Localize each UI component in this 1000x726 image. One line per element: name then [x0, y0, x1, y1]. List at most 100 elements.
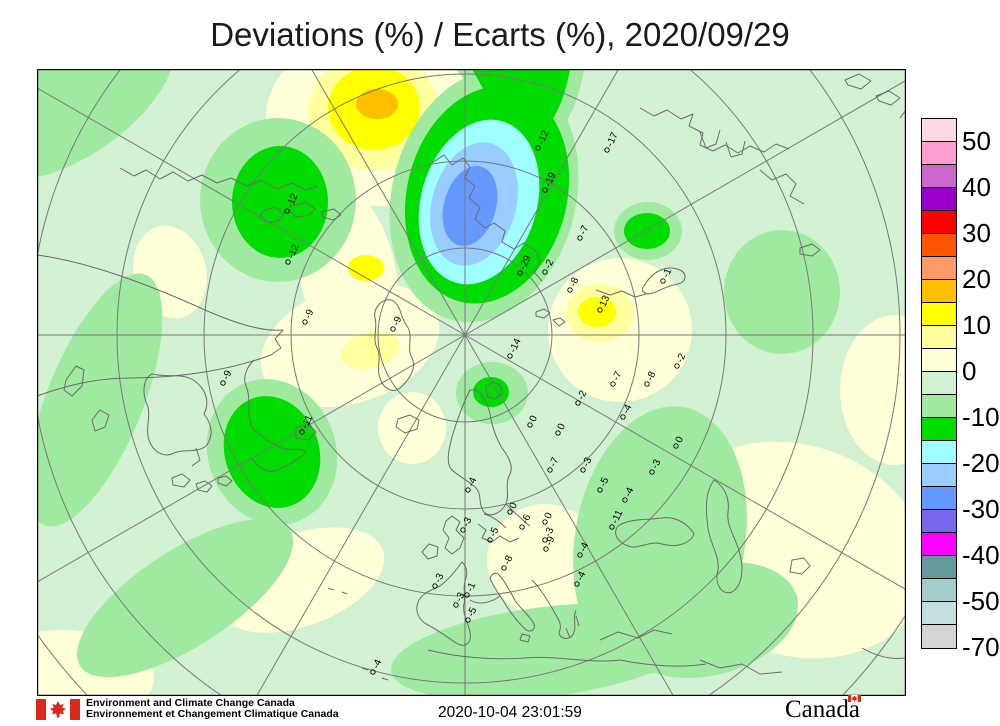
station-value: 13 [597, 293, 613, 313]
coastline [519, 633, 531, 643]
colorbar-cell [922, 303, 956, 326]
colorbar-tick-label: 30 [962, 218, 991, 248]
colorbar-cell [922, 602, 956, 625]
colorbar-cell [922, 234, 956, 257]
colorbar-tick-label: 10 [962, 310, 991, 340]
colorbar-tick-label: 40 [962, 172, 991, 202]
coastline [416, 561, 471, 646]
colorbar-cell [922, 188, 956, 211]
svg-text:0: 0 [543, 511, 555, 521]
coastline [244, 359, 255, 429]
coastline [259, 206, 285, 224]
coastline [295, 423, 317, 441]
coastline [844, 73, 872, 90]
coastline [699, 129, 721, 149]
coastline [699, 659, 783, 675]
coastline [641, 267, 686, 295]
coastline [447, 389, 512, 516]
coastline [639, 107, 790, 154]
coastline [477, 523, 520, 543]
coastline [615, 517, 695, 548]
colorbar-cell [922, 441, 956, 464]
map-canvas: -12-12-9-9-9-11-14-19-12 -17-29-7-2-813-1… [37, 69, 906, 696]
generation-timestamp: 2020-10-04 23:01:59 [438, 704, 582, 721]
coastline [789, 557, 811, 575]
contour-fill-region [37, 69, 175, 180]
svg-text:0: 0 [674, 435, 686, 445]
wordmark-flag-icon [848, 695, 861, 702]
coastline [483, 503, 531, 529]
coastline [552, 317, 566, 327]
svg-text:13: 13 [598, 293, 613, 308]
colorbar-cell [922, 349, 956, 372]
coastline [289, 201, 316, 218]
coastline [595, 289, 647, 298]
colorbar-cell [922, 579, 956, 602]
svg-text:0: 0 [508, 501, 520, 511]
colorbar-tick-label: -20 [962, 448, 1000, 478]
coastline [327, 587, 389, 681]
coastline [63, 365, 85, 397]
meridian-line [310, 69, 466, 336]
canada-flag-logo-icon [36, 699, 80, 720]
canada-wordmark-text: Canada [785, 696, 860, 723]
meridian-line [37, 334, 466, 583]
meridian-line [464, 334, 906, 591]
coastline [759, 169, 805, 205]
colorbar-cell [922, 257, 956, 280]
coastline [535, 308, 551, 319]
colorbar-tick-label: -50 [962, 586, 1000, 616]
coastline [861, 647, 906, 659]
agency-name: Environment and Climate Change Canada En… [86, 698, 339, 720]
coastline [705, 479, 743, 594]
contour-fill-region [472, 69, 570, 142]
coastline [119, 167, 319, 191]
coastline [599, 629, 673, 641]
coastline [485, 381, 503, 400]
contour-fill-region [340, 330, 400, 370]
contour-fill-region [76, 518, 294, 678]
station-value: 0 [542, 511, 555, 525]
coastline [91, 409, 110, 432]
colorbar-cell [922, 142, 956, 165]
colorbar-tick-label: -70 [962, 632, 1000, 662]
svg-text:-11: -11 [300, 413, 316, 430]
colorbar-cell [922, 487, 956, 510]
meridian-line [464, 334, 675, 696]
coastline [442, 515, 465, 555]
colorbar-tick-label: -10 [962, 402, 1000, 432]
colorbar-cell [922, 625, 956, 648]
coastline [799, 243, 821, 257]
colorbar-tick-label: 20 [962, 264, 991, 294]
colorbar-cell [922, 165, 956, 188]
colorbar-cell [922, 395, 956, 418]
coastline [725, 140, 746, 158]
contour-fill-region [348, 255, 384, 281]
station-value: 0 [555, 422, 568, 436]
contour-fill-region [442, 165, 498, 247]
meridian-line [255, 334, 466, 696]
colorbar-cell [922, 556, 956, 579]
contour-fill-region [391, 603, 699, 696]
colorbar-tick-label: -40 [962, 540, 1000, 570]
station-value: -11 [609, 508, 626, 530]
coastline [431, 154, 543, 282]
contour-fill-region [356, 89, 398, 119]
colorbar-cell [922, 211, 956, 234]
colorbar-cell [922, 464, 956, 487]
station-value: 0 [527, 414, 540, 428]
colorbar-tick-label: -30 [962, 494, 1000, 524]
colorbar [921, 118, 957, 649]
footer: Environment and Climate Change Canada En… [0, 694, 1000, 726]
contour-fill-region [724, 230, 840, 354]
contour-fill-region [487, 504, 603, 616]
colorbar-cell [922, 418, 956, 441]
contour-fill-region [578, 297, 616, 327]
coastline [875, 90, 901, 106]
colorbar-cell [922, 533, 956, 556]
svg-text:0: 0 [528, 414, 540, 424]
map-figure: -12 -12 -9 -9 -9 -11 -14 -19 -12 -17 -29 -7 -2 -8 13 -1… [37, 69, 906, 696]
contour-fill-region [232, 146, 328, 258]
canada-wordmark: Canada [785, 695, 861, 724]
